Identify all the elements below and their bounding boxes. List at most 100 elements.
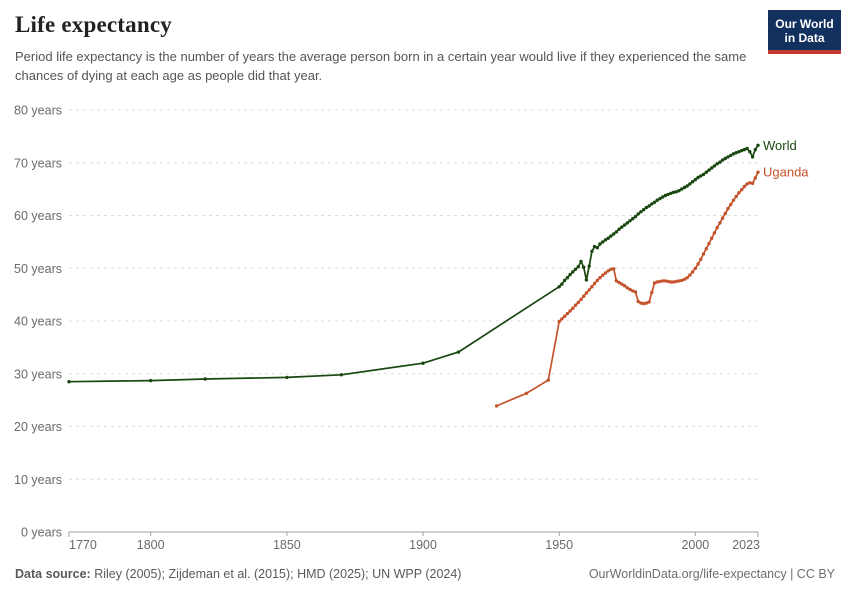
data-point-world — [149, 378, 153, 383]
data-point-world — [669, 191, 673, 195]
data-point-world — [67, 380, 71, 384]
y-axis-tick-label: 20 years — [14, 420, 62, 434]
data-point-uganda — [595, 278, 599, 283]
data-point-world — [731, 152, 736, 156]
data-source-note: Data source: Riley (2005); Zijdeman et a… — [15, 567, 461, 581]
data-point-uganda — [598, 276, 602, 280]
series-end-label-uganda[interactable]: Uganda — [763, 165, 809, 180]
data-point-world — [704, 170, 708, 174]
data-point-uganda — [671, 280, 676, 284]
series-end-label-world[interactable]: World — [763, 138, 797, 153]
data-point-world — [592, 244, 597, 249]
chart-footer: Data source: Riley (2005); Zijdeman et a… — [15, 567, 835, 581]
data-point-world — [685, 184, 689, 188]
data-point-uganda — [696, 262, 700, 266]
data-point-world — [598, 242, 602, 246]
data-point-world — [582, 265, 586, 269]
data-point-world — [571, 270, 575, 274]
data-point-world — [573, 267, 578, 271]
data-point-world — [612, 232, 616, 236]
data-point-world — [699, 174, 703, 178]
page-title: Life expectancy — [15, 12, 172, 37]
data-point-world — [620, 225, 624, 229]
chart-header: Life expectancy Period life expectancy i… — [15, 12, 835, 85]
data-point-uganda — [710, 236, 714, 240]
data-point-uganda — [584, 291, 589, 295]
data-point-world — [609, 234, 613, 238]
data-point-uganda — [622, 284, 627, 288]
data-point-world — [756, 143, 760, 147]
data-point-uganda — [560, 317, 564, 321]
owid-logo[interactable]: Our World in Data — [768, 10, 841, 54]
data-point-uganda — [582, 294, 586, 298]
data-point-uganda — [753, 176, 757, 180]
owid-url-link[interactable]: OurWorldinData.org/life-expectancy | CC … — [588, 567, 835, 581]
data-point-world — [710, 166, 714, 170]
data-point-world — [718, 160, 722, 164]
data-point-uganda — [712, 231, 717, 235]
owid-logo-line1: Our World — [775, 17, 834, 31]
data-point-uganda — [704, 247, 708, 251]
data-point-uganda — [718, 221, 722, 225]
data-point-uganda — [603, 271, 608, 275]
x-axis-tick-label: 2000 — [681, 538, 709, 552]
x-axis-tick-label: 1800 — [137, 538, 165, 552]
data-point-world — [639, 210, 643, 214]
data-point-world — [203, 377, 207, 381]
data-point-world — [576, 265, 580, 269]
y-axis-tick-label: 10 years — [14, 473, 62, 487]
data-point-world — [658, 196, 662, 201]
data-point-uganda — [573, 303, 578, 307]
data-point-world — [579, 259, 583, 264]
data-source-text: Riley (2005); Zijdeman et al. (2015); HM… — [90, 567, 462, 581]
data-point-world — [590, 249, 594, 254]
x-axis-tick-label: 1900 — [409, 538, 437, 552]
y-axis-tick-label: 30 years — [14, 367, 62, 381]
data-point-world — [696, 175, 700, 180]
data-point-uganda — [750, 181, 755, 185]
data-point-world — [622, 223, 627, 227]
data-point-world — [617, 227, 621, 231]
data-point-uganda — [647, 300, 651, 304]
data-point-world — [565, 276, 570, 280]
y-axis-tick-label: 40 years — [14, 315, 62, 329]
data-point-world — [707, 168, 711, 172]
data-point-world — [655, 198, 659, 202]
data-point-world — [750, 155, 755, 159]
line-chart[interactable]: 0 years 10 years 20 years 30 years 40 years 5… — [0, 95, 850, 560]
series-line-world[interactable] — [68, 144, 759, 383]
data-point-world — [628, 219, 632, 223]
data-point-uganda — [636, 299, 640, 304]
data-point-uganda — [565, 311, 570, 316]
data-point-uganda — [655, 280, 659, 284]
data-point-uganda — [650, 290, 654, 295]
data-point-uganda — [592, 281, 597, 286]
data-point-uganda — [652, 281, 657, 285]
data-point-world — [737, 150, 741, 154]
data-point-uganda — [726, 206, 730, 211]
data-point-uganda — [494, 404, 499, 408]
data-point-uganda — [756, 170, 760, 174]
data-point-world — [723, 156, 727, 161]
data-source-label: Data source: — [15, 567, 91, 581]
data-point-uganda — [631, 289, 635, 293]
data-point-world — [753, 147, 757, 152]
data-point-uganda — [731, 198, 736, 202]
data-point-uganda — [674, 279, 678, 284]
data-point-uganda — [661, 279, 665, 283]
data-point-world — [701, 172, 706, 177]
data-point-world — [601, 240, 605, 244]
x-axis-tick-label: 1850 — [273, 538, 301, 552]
data-point-world — [595, 246, 599, 250]
data-point-uganda — [644, 301, 648, 305]
data-point-world — [603, 238, 608, 242]
data-point-uganda — [614, 279, 619, 283]
data-point-uganda — [677, 279, 681, 283]
data-point-uganda — [557, 319, 561, 324]
data-point-world — [715, 162, 719, 166]
data-point-world — [680, 187, 684, 191]
data-point-uganda — [641, 301, 646, 306]
data-point-world — [734, 151, 738, 155]
data-point-world — [720, 158, 725, 162]
data-point-uganda — [715, 225, 719, 230]
